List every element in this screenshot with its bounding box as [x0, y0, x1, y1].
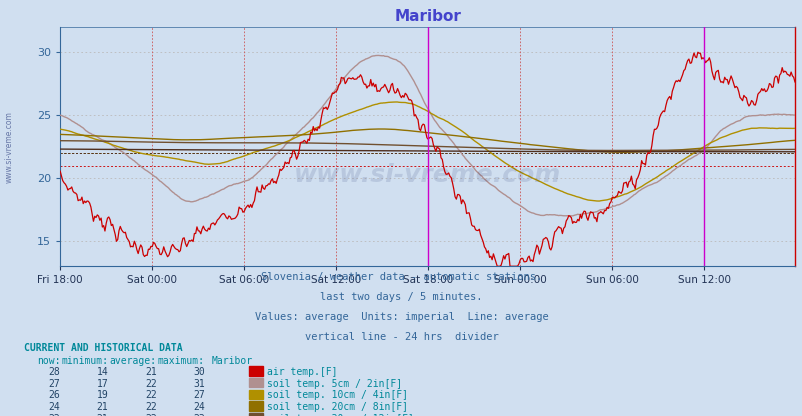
- Text: air temp.[F]: air temp.[F]: [267, 367, 338, 377]
- Text: 23: 23: [192, 414, 205, 416]
- Text: 17: 17: [96, 379, 108, 389]
- Text: 21: 21: [96, 402, 108, 412]
- Text: 22: 22: [144, 379, 156, 389]
- Text: 24: 24: [48, 402, 60, 412]
- Text: 21: 21: [96, 414, 108, 416]
- Text: 14: 14: [96, 367, 108, 377]
- Text: 27: 27: [48, 379, 60, 389]
- Text: 19: 19: [96, 390, 108, 400]
- Text: maximum:: maximum:: [157, 356, 205, 366]
- Text: www.si-vreme.com: www.si-vreme.com: [294, 163, 561, 187]
- Text: 22: 22: [144, 390, 156, 400]
- Text: Slovenia / weather data - automatic stations.: Slovenia / weather data - automatic stat…: [261, 272, 541, 282]
- Title: Maribor: Maribor: [394, 10, 460, 25]
- Text: 22: 22: [48, 414, 60, 416]
- Text: soil temp. 10cm / 4in[F]: soil temp. 10cm / 4in[F]: [267, 390, 408, 400]
- Text: now:: now:: [37, 356, 60, 366]
- Text: Values: average  Units: imperial  Line: average: Values: average Units: imperial Line: av…: [254, 312, 548, 322]
- Text: average:: average:: [109, 356, 156, 366]
- Text: soil temp. 30cm / 12in[F]: soil temp. 30cm / 12in[F]: [267, 414, 414, 416]
- Text: minimum:: minimum:: [61, 356, 108, 366]
- Text: last two days / 5 minutes.: last two days / 5 minutes.: [320, 292, 482, 302]
- Text: 31: 31: [192, 379, 205, 389]
- Text: 30: 30: [192, 367, 205, 377]
- Text: soil temp. 5cm / 2in[F]: soil temp. 5cm / 2in[F]: [267, 379, 402, 389]
- Text: 22: 22: [144, 402, 156, 412]
- Text: www.si-vreme.com: www.si-vreme.com: [5, 111, 14, 183]
- Text: Maribor: Maribor: [212, 356, 253, 366]
- Text: vertical line - 24 hrs  divider: vertical line - 24 hrs divider: [304, 332, 498, 342]
- Text: 27: 27: [192, 390, 205, 400]
- Text: soil temp. 20cm / 8in[F]: soil temp. 20cm / 8in[F]: [267, 402, 408, 412]
- Text: 28: 28: [48, 367, 60, 377]
- Text: 26: 26: [48, 390, 60, 400]
- Text: 22: 22: [144, 414, 156, 416]
- Text: CURRENT AND HISTORICAL DATA: CURRENT AND HISTORICAL DATA: [24, 343, 183, 353]
- Text: 24: 24: [192, 402, 205, 412]
- Text: 21: 21: [144, 367, 156, 377]
